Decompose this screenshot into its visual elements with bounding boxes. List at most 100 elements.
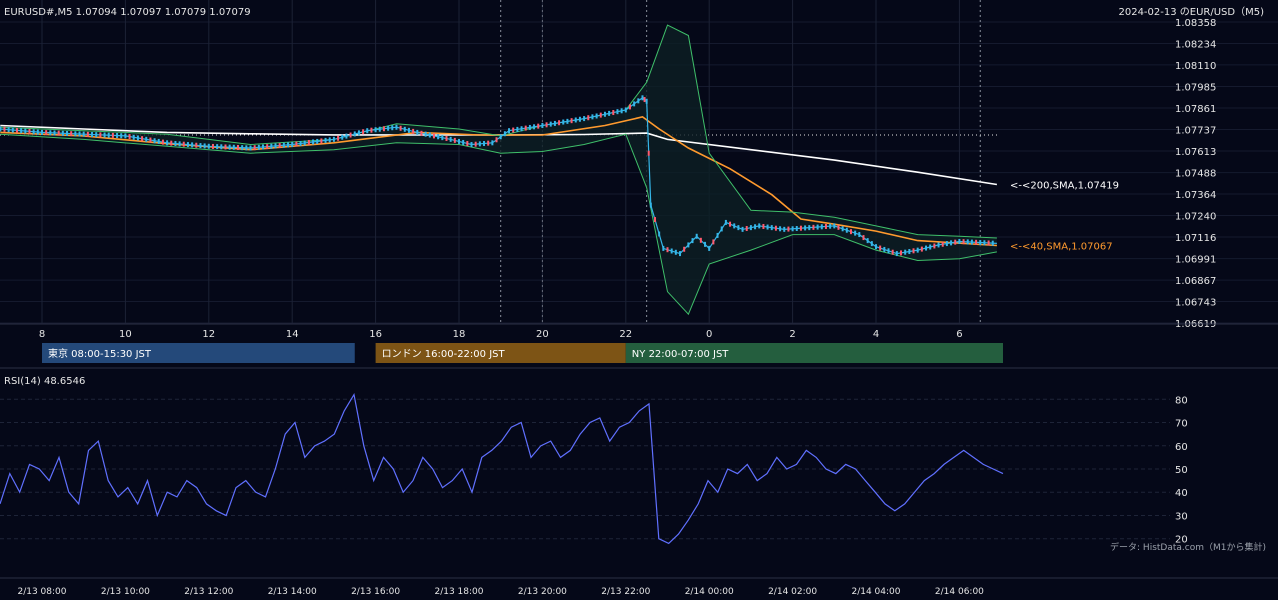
candle [945, 241, 948, 247]
candle [124, 133, 127, 139]
candle [578, 116, 581, 122]
candle [278, 143, 281, 149]
candle [620, 108, 623, 114]
candle [257, 144, 260, 150]
candle [637, 98, 640, 104]
time-axis: 2/13 08:00 2/13 10:00 2/13 12:00 2/13 14:00… [17, 587, 984, 597]
candle [157, 138, 160, 144]
candle [478, 141, 481, 147]
candle [474, 141, 477, 147]
candle [729, 221, 732, 227]
price-y-tick-label: 1.07737 [1175, 125, 1216, 136]
candle [516, 126, 519, 132]
candle [74, 131, 77, 137]
price-x-tick-label: 16 [369, 329, 382, 340]
candle [941, 241, 944, 247]
rsi-y-axis: 80 70 60 50 40 30 20 [1175, 395, 1188, 545]
candle [28, 128, 31, 134]
candle [595, 113, 598, 119]
time-axis-label: 2/14 02:00 [768, 587, 817, 597]
candle [591, 114, 594, 120]
candle [674, 249, 677, 255]
candle [7, 127, 10, 133]
candle [399, 125, 402, 131]
candle [499, 134, 502, 140]
candle [541, 123, 544, 129]
candle [495, 137, 498, 143]
attribution: データ: HistData.com（M1から集計) [1110, 541, 1266, 553]
candle [933, 243, 936, 249]
candle [545, 122, 548, 128]
candle [787, 226, 790, 232]
sma-annotation-label: <-<40,SMA,1.07067 [1010, 241, 1113, 252]
candle [395, 124, 398, 130]
price-x-tick-label: 18 [453, 329, 466, 340]
candle [987, 240, 990, 246]
candle [647, 150, 650, 156]
candle [3, 126, 6, 132]
candle [312, 139, 315, 145]
candle [645, 98, 648, 104]
candle [683, 246, 686, 252]
rsi-line [0, 392, 1004, 545]
candle [483, 141, 486, 147]
candle [824, 223, 827, 229]
candle [182, 141, 185, 147]
candle [624, 107, 627, 113]
candle [20, 128, 23, 134]
candle [61, 130, 64, 136]
candle [57, 130, 60, 136]
candle [616, 109, 619, 115]
candle [883, 246, 886, 252]
time-axis-label: 2/13 08:00 [17, 587, 66, 597]
candle [107, 132, 110, 138]
candle [236, 144, 239, 150]
candle [841, 226, 844, 232]
candle [929, 244, 932, 250]
candle [641, 95, 644, 101]
price-x-tick-label: 0 [706, 329, 712, 340]
candle [349, 132, 352, 138]
candle [266, 144, 269, 150]
candle [282, 142, 285, 148]
candle [82, 131, 85, 137]
time-axis-label: 2/13 18:00 [434, 587, 483, 597]
candle [599, 112, 602, 118]
candle [424, 131, 427, 137]
candle [153, 138, 156, 144]
candle [524, 125, 527, 131]
price-x-tick-label: 12 [202, 329, 215, 340]
rsi-y-tick-label: 30 [1175, 511, 1188, 522]
candle [216, 144, 219, 150]
candle [837, 224, 840, 230]
candle [428, 132, 431, 138]
candle [553, 120, 556, 126]
candle [774, 225, 777, 231]
candle [291, 142, 294, 148]
candle [704, 241, 707, 247]
candle [679, 251, 682, 257]
session-band [375, 343, 626, 363]
candle [224, 144, 227, 150]
candle [612, 110, 615, 116]
candle [724, 219, 727, 225]
candle [332, 136, 335, 142]
candle [812, 224, 815, 230]
candle [211, 143, 214, 149]
candle [720, 226, 723, 232]
price-x-tick-label: 14 [286, 329, 299, 340]
candle [537, 123, 540, 129]
price-series [0, 24, 998, 316]
candle [708, 245, 711, 251]
time-axis-label: 2/13 12:00 [184, 587, 233, 597]
candle [666, 247, 669, 253]
price-x-tick-label: 20 [536, 329, 549, 340]
candle [845, 227, 848, 233]
candle [166, 140, 169, 146]
candle [503, 131, 506, 137]
candle [587, 115, 590, 121]
candle [345, 133, 348, 139]
candle [328, 137, 331, 143]
price-y-tick-label: 1.08110 [1175, 61, 1216, 72]
candle [628, 104, 631, 110]
